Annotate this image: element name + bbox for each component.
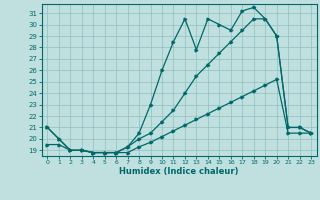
X-axis label: Humidex (Indice chaleur): Humidex (Indice chaleur) [119,167,239,176]
